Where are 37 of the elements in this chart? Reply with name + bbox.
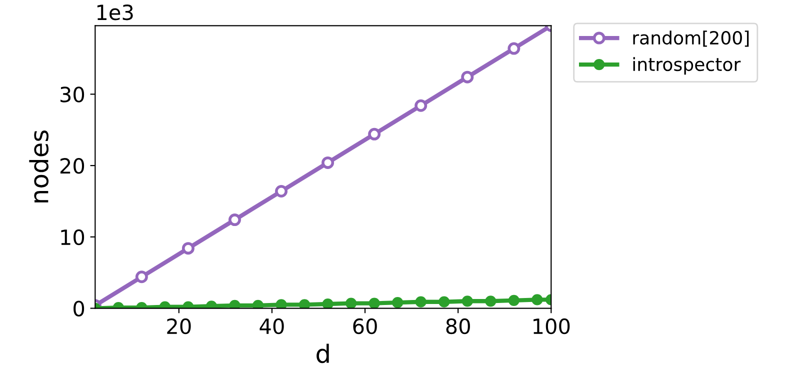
point bbox=[322, 298, 334, 308]
point bbox=[438, 296, 450, 308]
x-tick-label: 60 bbox=[353, 318, 377, 334]
x-tick-label: 20 bbox=[167, 318, 191, 334]
legend-label: random[200] bbox=[633, 30, 749, 47]
y-tick-label: 10 bbox=[61, 229, 84, 246]
point bbox=[368, 128, 381, 140]
point bbox=[322, 156, 334, 169]
point bbox=[346, 298, 357, 308]
point bbox=[461, 70, 474, 84]
point bbox=[275, 184, 288, 198]
x-axis-title: d bbox=[316, 344, 329, 364]
point bbox=[298, 299, 310, 308]
point bbox=[182, 242, 194, 255]
y-tick-label: 20 bbox=[60, 158, 84, 174]
legend-label: introspector bbox=[633, 57, 741, 75]
point bbox=[276, 299, 287, 308]
y-tick-label: 0 bbox=[74, 300, 84, 316]
point bbox=[414, 99, 428, 112]
text: 1e3 bbox=[97, 4, 133, 20]
point bbox=[508, 294, 520, 306]
point bbox=[392, 297, 404, 308]
point bbox=[532, 294, 543, 306]
x-tick-label: 40 bbox=[260, 318, 284, 334]
x-tick-label: 100 bbox=[534, 318, 570, 334]
point bbox=[229, 300, 240, 308]
point bbox=[485, 296, 496, 307]
y-axis-title: nodes bbox=[29, 130, 49, 202]
point bbox=[135, 270, 148, 284]
point bbox=[415, 296, 426, 308]
point bbox=[508, 42, 520, 55]
point bbox=[462, 296, 473, 307]
x-tick-label: 80 bbox=[446, 318, 470, 334]
point bbox=[368, 298, 380, 308]
point bbox=[252, 300, 264, 308]
y-tick-label: 30 bbox=[60, 86, 84, 102]
point bbox=[228, 214, 241, 226]
